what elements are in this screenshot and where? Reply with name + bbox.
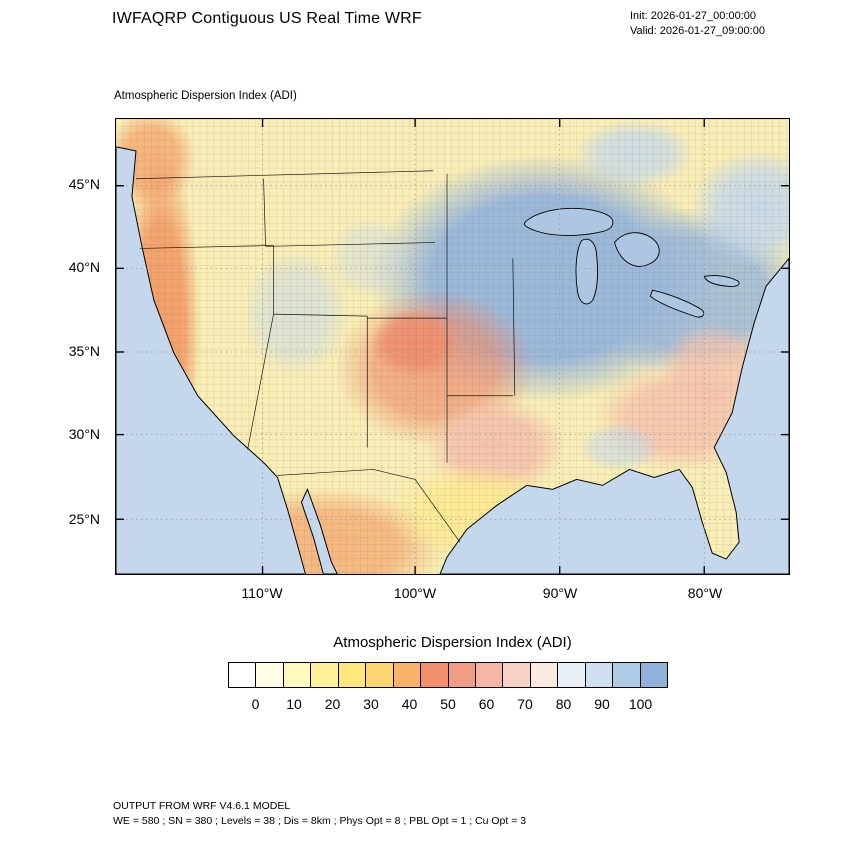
colorbar-tick-label: 30 bbox=[363, 696, 379, 712]
colorbar-cell bbox=[503, 662, 531, 688]
colorbar-cell bbox=[640, 662, 668, 688]
us-map-graphic bbox=[116, 119, 789, 574]
colorbar-cell bbox=[421, 662, 449, 688]
page-title: IWFAQRP Contiguous US Real Time WRF bbox=[112, 10, 422, 27]
gridlines bbox=[116, 119, 789, 574]
field-label: Atmospheric Dispersion Index (ADI) bbox=[114, 90, 297, 102]
colorbar-tick-label: 40 bbox=[401, 696, 418, 712]
colorbar-tick-label: 90 bbox=[594, 696, 610, 712]
lon-tick-label: 100°W bbox=[393, 585, 437, 601]
colorbar bbox=[228, 662, 668, 688]
colorbar-cell bbox=[613, 662, 641, 688]
colorbar-tick-label: 80 bbox=[555, 696, 572, 712]
init-time: Init: 2026-01-27_00:00:00 bbox=[630, 10, 756, 22]
lat-tick-label: 45°N bbox=[68, 176, 100, 192]
colorbar-cell bbox=[530, 662, 559, 688]
colorbar-tick-labels: 0 10 20 30 40 50 60 70 80 90 100 bbox=[228, 696, 668, 714]
lat-tick-label: 25°N bbox=[68, 511, 100, 527]
colorbar-cell bbox=[256, 662, 284, 688]
colorbar-tick-label: 20 bbox=[324, 696, 341, 712]
colorbar-cell bbox=[448, 662, 476, 688]
colorbar-tick-label: 0 bbox=[251, 696, 260, 712]
colorbar-cell bbox=[558, 662, 586, 688]
footer-line-2: WE = 580 ; SN = 380 ; Levels = 38 ; Dis … bbox=[113, 815, 527, 828]
colorbar-cell bbox=[311, 662, 339, 688]
colorbar-cell bbox=[585, 662, 614, 688]
footer-line-1: OUTPUT FROM WRF V4.6.1 MODEL bbox=[113, 800, 291, 812]
colorbar-cell bbox=[283, 662, 312, 688]
colorbar-cell bbox=[366, 662, 394, 688]
latitude-axis: 45°N 40°N 35°N 30°N 25°N bbox=[18, 118, 108, 575]
lon-tick-label: 110°W bbox=[241, 585, 283, 601]
ocean bbox=[116, 146, 789, 574]
colorbar-tick-label: 70 bbox=[517, 696, 533, 712]
colorbar-cell bbox=[228, 662, 257, 688]
colorbar-cell bbox=[475, 662, 504, 688]
colorbar-tick-label: 10 bbox=[286, 696, 302, 712]
colorbar-tick-label: 50 bbox=[440, 696, 456, 712]
lat-tick-label: 40°N bbox=[68, 259, 100, 275]
valid-time: Valid: 2026-01-27_09:00:00 bbox=[630, 24, 765, 37]
colorbar-title: Atmospheric Dispersion Index (ADI) bbox=[333, 634, 572, 651]
great-lakes bbox=[524, 207, 740, 318]
colorbar-cell bbox=[338, 662, 367, 688]
state-borders bbox=[135, 170, 516, 543]
lat-tick-label: 30°N bbox=[68, 426, 100, 442]
model-config-footer: OUTPUT FROM WRF V4.6.1 MODEL WE = 580 ; … bbox=[113, 799, 526, 829]
colorbar-tick-label: 60 bbox=[478, 696, 495, 712]
colorbar-tick-label: 100 bbox=[628, 696, 653, 712]
lat-tick-label: 35°N bbox=[68, 343, 100, 359]
lon-tick-label: 80°W bbox=[687, 585, 723, 601]
map-canvas bbox=[115, 118, 790, 575]
longitude-axis: 110°W 100°W 90°W 80°W bbox=[115, 585, 790, 605]
model-run-times: Init: 2026-01-27_00:00:00 Valid: 2026-01… bbox=[630, 9, 765, 39]
axis-ticks bbox=[116, 119, 789, 574]
lon-tick-label: 90°W bbox=[542, 585, 578, 601]
colorbar-cell bbox=[393, 662, 422, 688]
